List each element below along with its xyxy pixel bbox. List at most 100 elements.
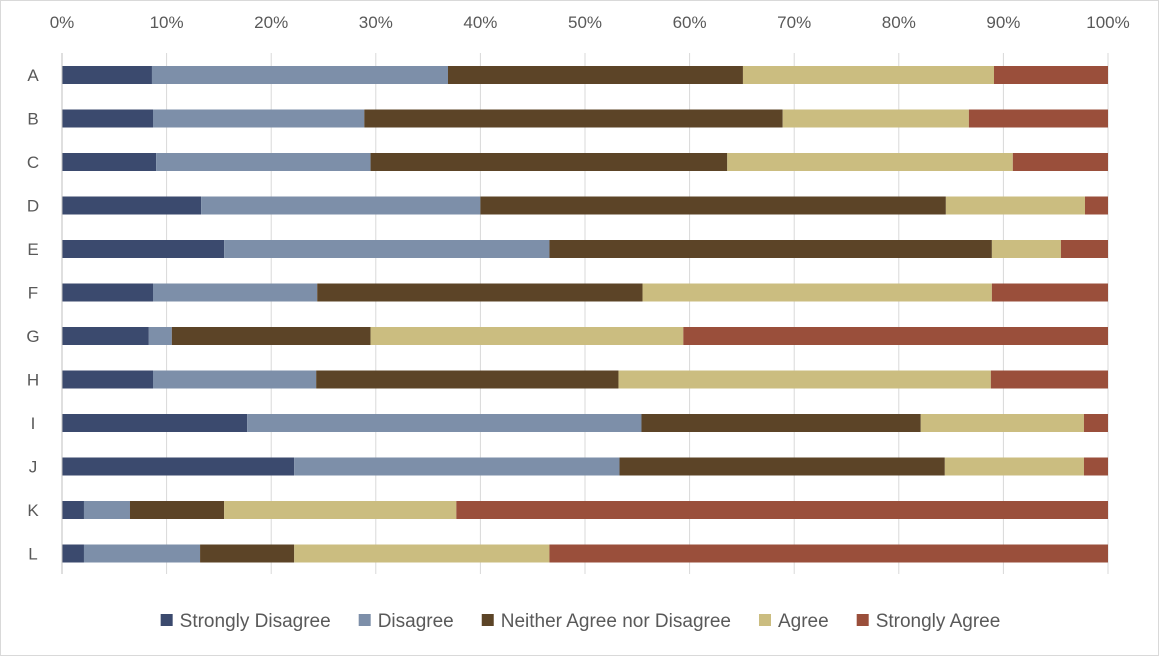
bars [62,66,1108,563]
bar-segment [316,370,619,389]
bar-segment [151,66,448,84]
bar-segment [549,240,992,258]
legend-label: Strongly Agree [876,611,1001,632]
bar-segment [62,66,152,84]
bar-segment [1060,240,1108,258]
bar-segment [247,414,642,432]
bar-segment [742,66,994,84]
bar-segment [1084,196,1108,215]
bar-segment [317,283,643,302]
category-label: J [29,458,38,477]
x-tick-label: 10% [150,13,184,32]
x-tick-label: 50% [568,13,602,32]
bar-segment [619,457,945,476]
bar-segment [62,501,84,519]
x-tick-label: 70% [777,13,811,32]
bar-segment [62,457,295,476]
bar-segment [944,457,1084,476]
bar-segment [62,196,202,215]
bar-segment [364,109,783,128]
bar-segment [201,196,481,215]
category-label: L [28,545,37,564]
bar-segment [62,109,154,128]
bar-segment [456,501,1108,519]
x-tick-label: 100% [1086,13,1129,32]
bar-segment [1083,457,1108,476]
bar-segment [642,283,992,302]
x-tick-label: 60% [673,13,707,32]
bar-segment [83,544,201,563]
bar-segment [83,501,130,519]
legend-label: Disagree [378,611,454,632]
legend-swatch [481,614,494,626]
category-label: C [27,153,39,172]
bar-segment [968,109,1108,128]
bar-segment [156,153,371,171]
gridlines [61,53,1109,574]
legend-swatch [358,614,371,626]
x-tick-label: 30% [359,13,393,32]
category-label: I [31,414,36,433]
bar-segment [153,370,317,389]
bar-segment [370,327,684,345]
legend-label: Neither Agree nor Disagree [501,611,731,632]
bar-segment [224,240,550,258]
x-tick-label: 90% [986,13,1020,32]
bar-segment [993,66,1108,84]
bar-segment [1083,414,1108,432]
bar-segment [171,327,371,345]
bar-segment [224,501,457,519]
bar-segment [153,109,365,128]
category-label: H [27,371,39,390]
bar-segment [549,544,1108,563]
bar-segment [62,240,225,258]
bar-segment [294,457,620,476]
bar-segment [370,153,728,171]
x-tick-label: 0% [50,13,75,32]
bar-segment [129,501,225,519]
x-tick-label: 40% [463,13,497,32]
legend-label: Agree [778,611,829,632]
bar-segment [62,283,154,302]
legend-swatch [758,614,771,626]
bar-segment [62,414,248,432]
x-axis-ticks: 0% 10% 20% 30% 40% 50% 60% 70% 80% 90% 100% [50,13,1130,32]
category-label: B [27,110,38,129]
bar-segment [991,283,1108,302]
bar-segment [62,153,157,171]
category-label: E [27,240,38,259]
bar-segment [727,153,1013,171]
category-label: F [28,284,38,303]
y-axis-categories: A B C D E F G H I J K L [26,66,39,564]
bar-segment [641,414,921,432]
bar-segment [991,240,1061,258]
bar-segment [683,327,1108,345]
x-tick-label: 80% [882,13,916,32]
bar-segment [782,109,969,128]
bar-segment [618,370,991,389]
bar-segment [920,414,1084,432]
category-label: D [27,197,39,216]
category-label: G [26,327,39,346]
bar-segment [148,327,172,345]
bar-segment [62,544,84,563]
legend-swatch [160,614,173,626]
bar-segment [200,544,295,563]
bar-segment [480,196,946,215]
bar-segment [990,370,1108,389]
bar-segment [62,327,149,345]
bar-segment [62,370,154,389]
legend-swatch [856,614,869,626]
x-tick-label: 20% [254,13,288,32]
legend: Strongly Disagree Disagree Neither Agree n… [160,611,1001,632]
bar-segment [945,196,1085,215]
legend-label: Strongly Disagree [180,611,331,632]
bar-segment [153,283,318,302]
bar-segment [294,544,550,563]
category-label: K [27,501,39,520]
category-label: A [27,66,39,85]
bar-segment [1012,153,1108,171]
bar-segment [447,66,743,84]
